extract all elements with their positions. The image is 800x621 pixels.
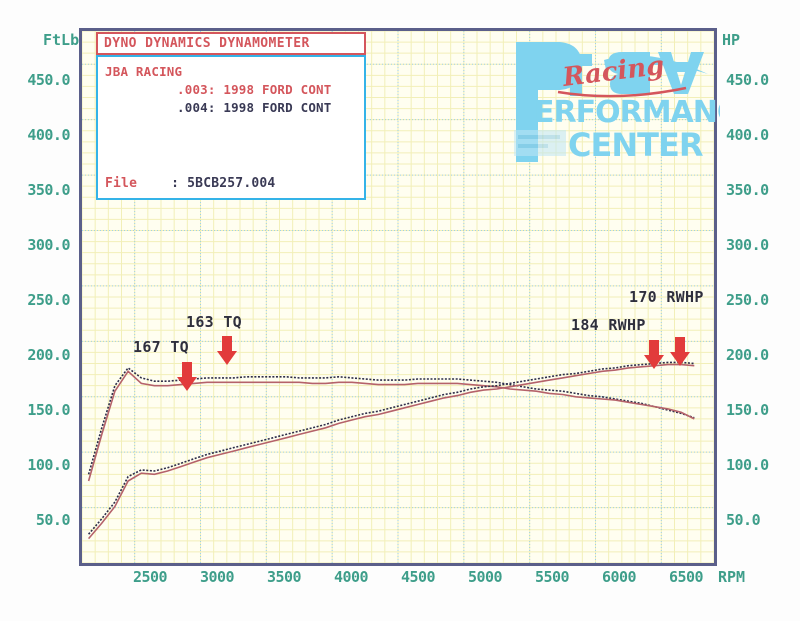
- arrow-down-icon-170-rwhp: [670, 337, 690, 366]
- y-tick-left-100: 100.0: [27, 456, 70, 474]
- arrow-down-icon-167-tq: [177, 362, 197, 391]
- right-axis-unit-label: HP: [722, 31, 741, 49]
- file-value: 5BCB257.004: [187, 176, 276, 191]
- y-tick-left-150: 150.0: [27, 401, 70, 419]
- legend-run-004: .004: 1998 FORD CONT: [177, 100, 332, 115]
- y-tick-right-100: 100.0: [726, 456, 769, 474]
- legend-shop-name: JBA RACING: [105, 64, 183, 79]
- legend-run-003: .003: 1998 FORD CONT: [177, 82, 332, 97]
- x-tick-3500: 3500: [266, 568, 302, 586]
- curve-torque: [87, 366, 695, 475]
- y-tick-right-450: 450.0: [726, 71, 769, 89]
- y-tick-left-200: 200.0: [27, 346, 70, 364]
- curve-power: [87, 361, 695, 535]
- x-tick-6500: 6500: [668, 568, 704, 586]
- dyno-info-panel: DYNO DYNAMICS DYNAMOMETER JBA RACING .00…: [96, 32, 366, 200]
- callout-170-rwhp-label: 170 RWHP: [629, 288, 704, 306]
- y-tick-right-300: 300.0: [726, 236, 769, 254]
- y-tick-left-300: 300.0: [27, 236, 70, 254]
- y-tick-left-450: 450.0: [27, 71, 70, 89]
- y-tick-left-50: 50.0: [35, 511, 71, 529]
- y-tick-right-200: 200.0: [726, 346, 769, 364]
- x-tick-5500: 5500: [534, 568, 570, 586]
- arrow-down-icon-163-tq: [217, 336, 237, 365]
- dyno-title-box: DYNO DYNAMICS DYNAMOMETER: [96, 32, 366, 55]
- legend-file-row: File:5BCB257.004: [105, 176, 275, 191]
- x-tick-5000: 5000: [467, 568, 503, 586]
- y-tick-right-150: 150.0: [726, 401, 769, 419]
- y-tick-right-350: 350.0: [726, 181, 769, 199]
- arrow-down-icon-184-rwhp: [644, 340, 664, 369]
- y-tick-left-400: 400.0: [27, 126, 70, 144]
- x-axis-unit-label: RPM: [718, 568, 746, 586]
- callout-163-tq-label: 163 TQ: [186, 313, 242, 331]
- file-separator: :: [171, 176, 180, 191]
- y-tick-right-250: 250.0: [726, 291, 769, 309]
- dyno-title-text: DYNO DYNAMICS DYNAMOMETER: [104, 36, 310, 51]
- dyno-legend-box: JBA RACING .003: 1998 FORD CONT .004: 19…: [96, 55, 366, 200]
- y-tick-right-50: 50.0: [726, 511, 761, 529]
- y-tick-right-400: 400.0: [726, 126, 769, 144]
- x-tick-6000: 6000: [601, 568, 637, 586]
- curve-power: [87, 363, 695, 540]
- x-tick-2500: 2500: [132, 568, 168, 586]
- callout-184-rwhp-label: 184 RWHP: [571, 316, 646, 334]
- y-tick-left-250: 250.0: [27, 291, 70, 309]
- y-tick-left-350: 350.0: [27, 181, 70, 199]
- callout-167-tq-label: 167 TQ: [133, 338, 189, 356]
- file-label: File: [105, 176, 138, 191]
- x-tick-4000: 4000: [333, 568, 369, 586]
- x-tick-4500: 4500: [400, 568, 436, 586]
- left-axis-unit-label: FtLb: [43, 31, 80, 49]
- x-tick-3000: 3000: [199, 568, 235, 586]
